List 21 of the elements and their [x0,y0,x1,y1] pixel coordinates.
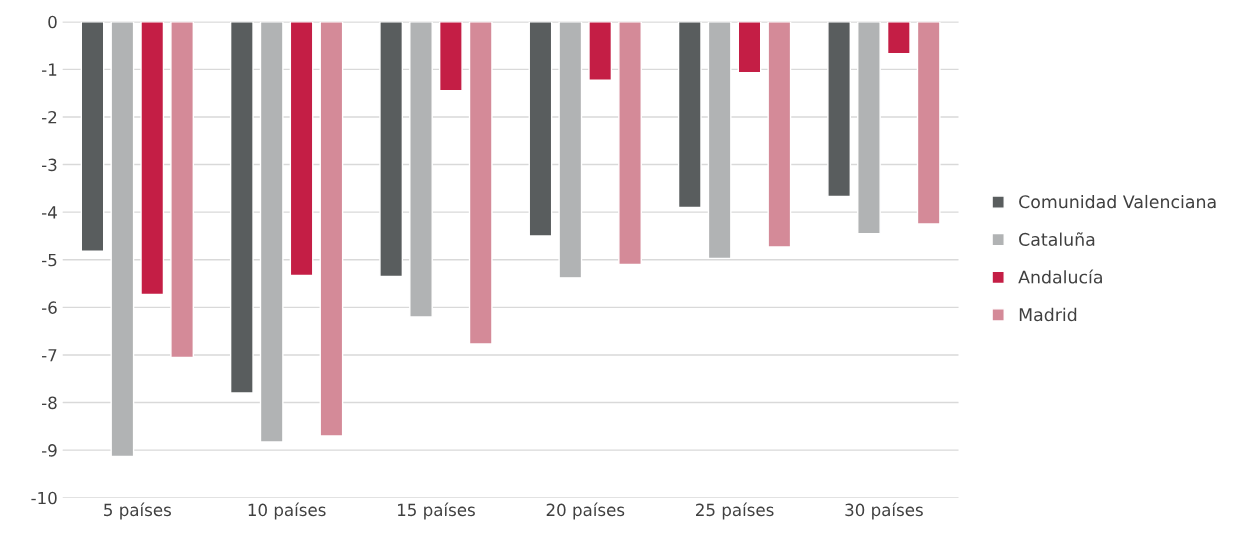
x-tick-label: 30 países [845,502,923,520]
x-tick-label: 25 países [696,502,774,520]
y-tick-label: -9 [41,444,57,457]
legend-label: Madrid [1019,307,1077,322]
y-tick-label: 0 [48,15,57,29]
y-tick-label: -10 [31,491,57,505]
x-tick-label: 5 países [104,502,171,520]
y-tick-label: -8 [41,396,57,410]
legend-label: Andalucía [1018,269,1102,284]
legend-label: Comunidad Valenciana [1019,194,1216,209]
y-tick-label: -5 [41,253,57,267]
y-tick-label: -6 [41,301,57,314]
y-tick-label: -2 [41,110,57,124]
x-tick-label: 20 países [546,502,625,520]
y-tick-label: -1 [41,63,57,76]
y-tick-label: -3 [41,158,57,172]
y-tick-label: -7 [41,349,57,362]
legend-label: Cataluña [1019,232,1095,246]
x-tick-label: 15 países [398,502,475,520]
x-tick-label: 10 países [248,502,326,520]
y-tick-label: -4 [41,206,57,219]
